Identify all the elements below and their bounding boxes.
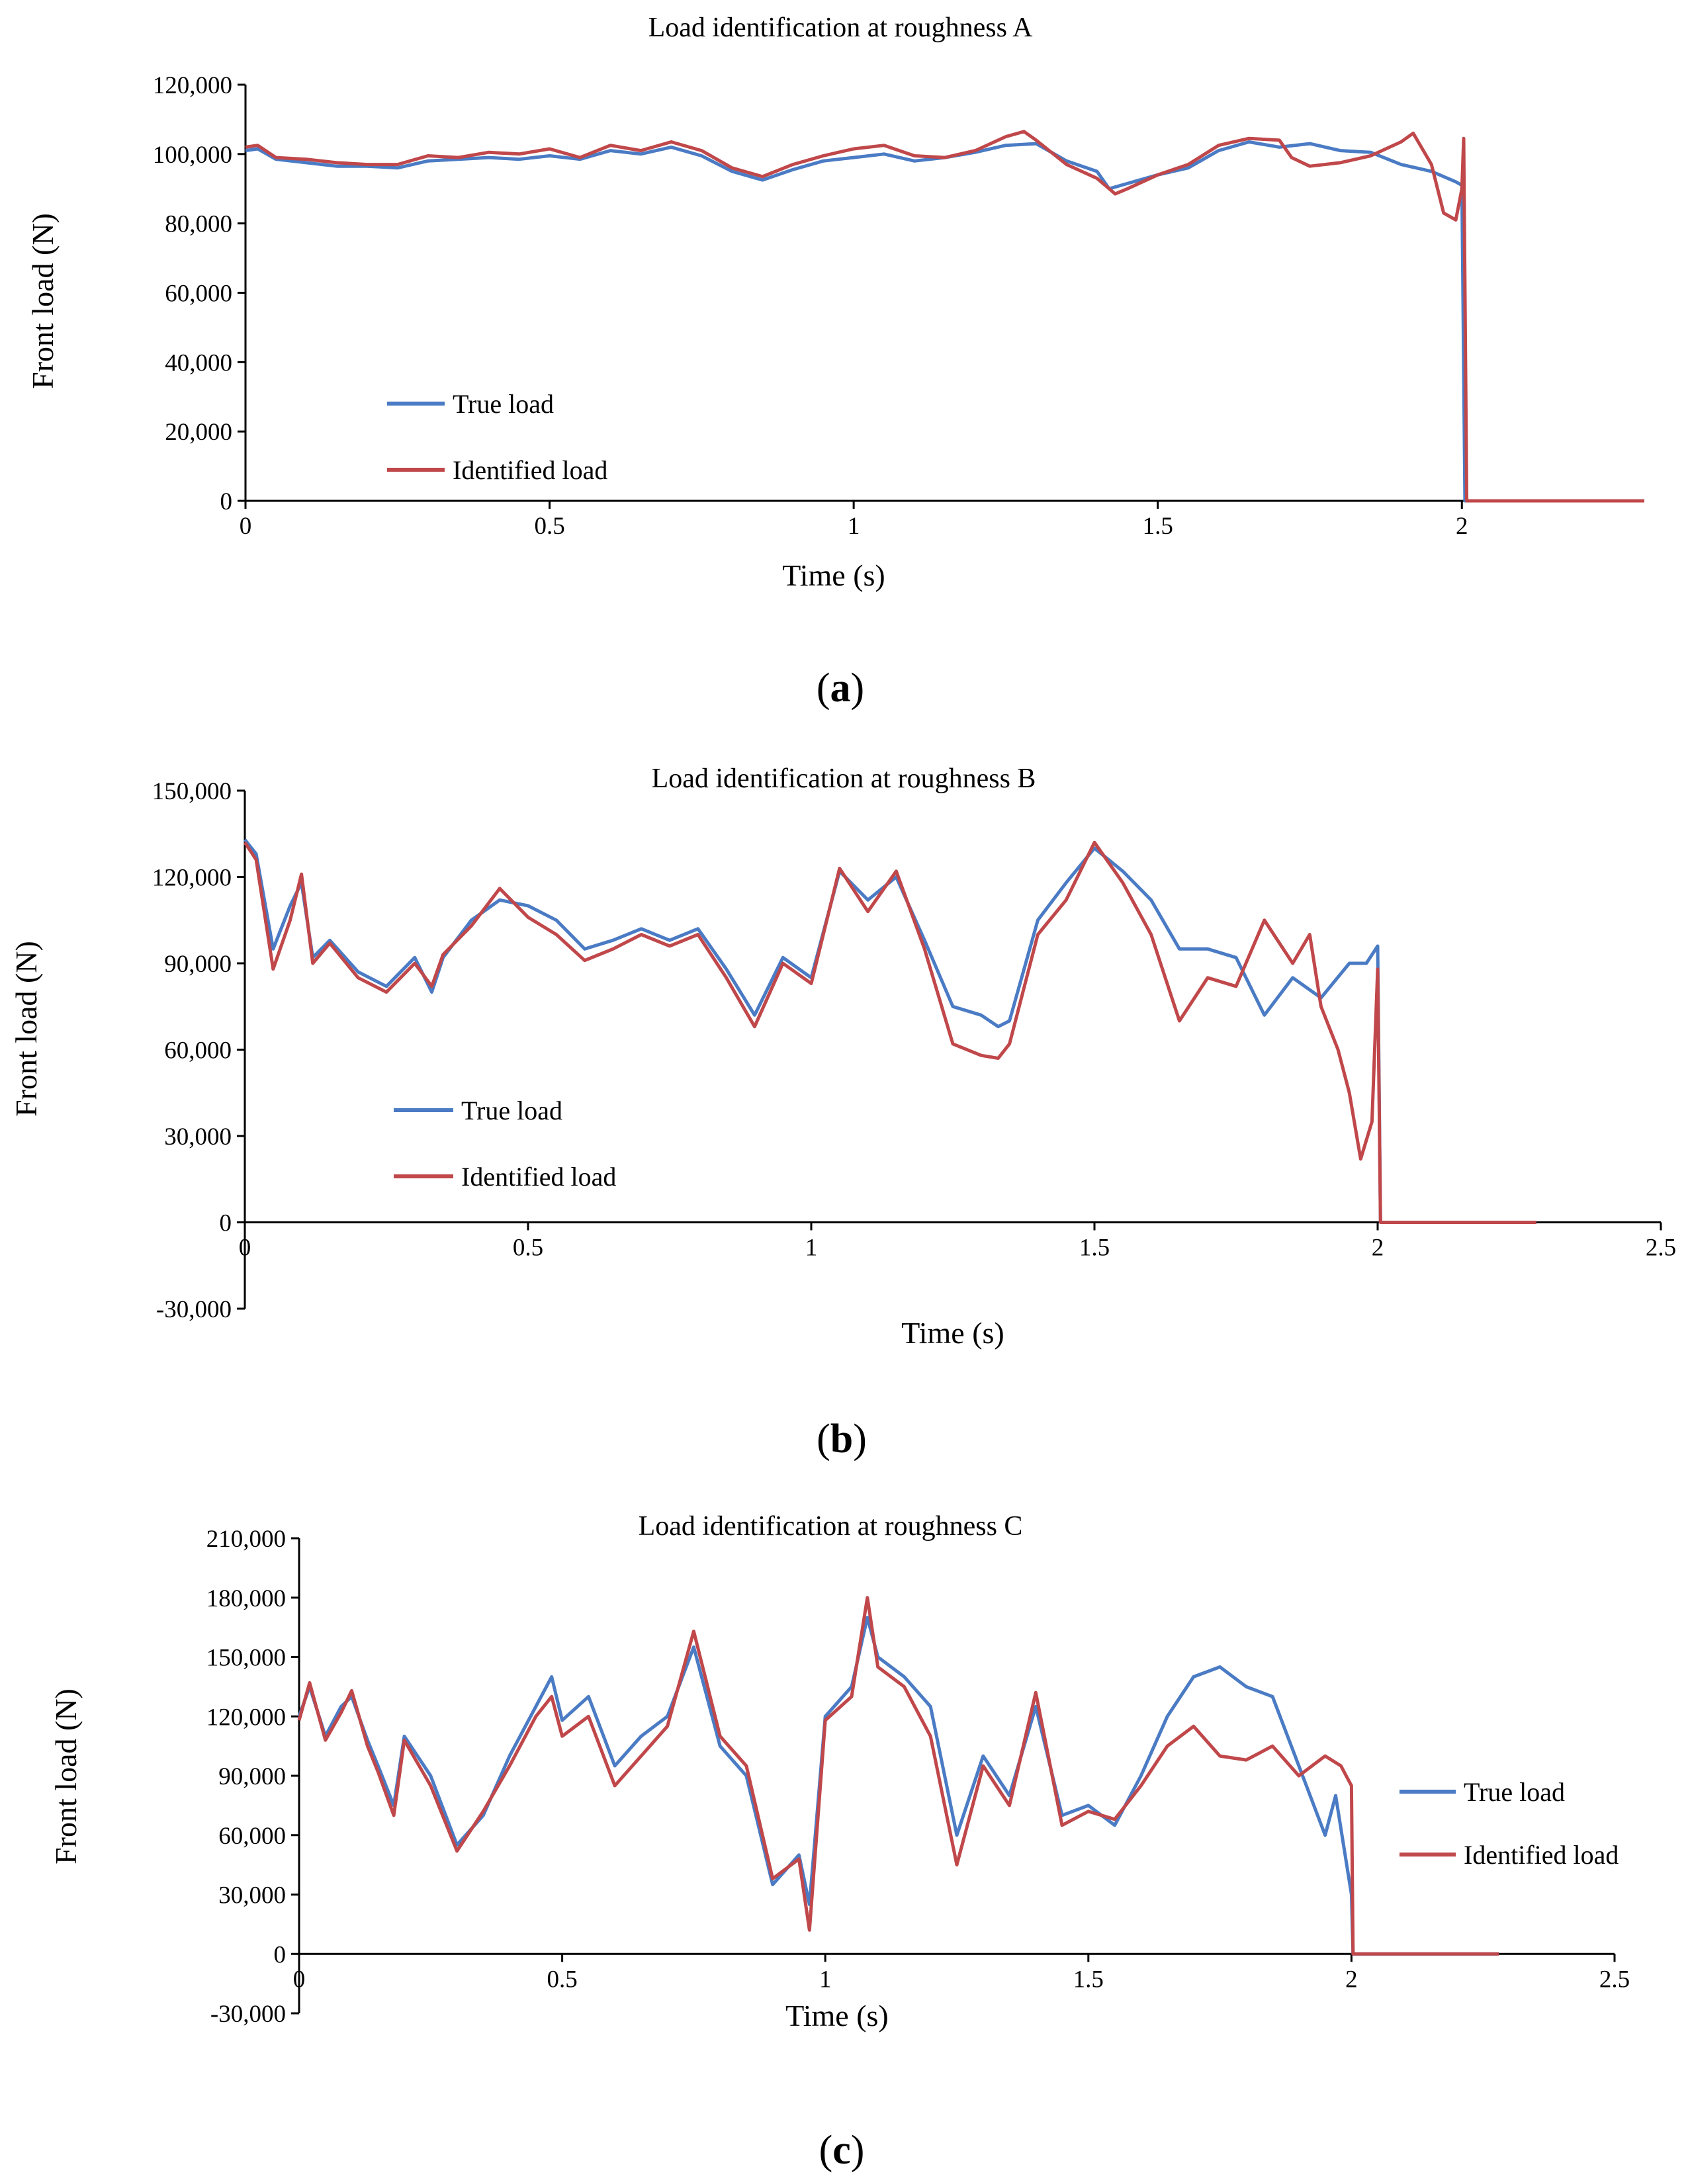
chart-title: Load identification at roughness C bbox=[639, 1511, 1023, 1542]
legend-label-true-load: True load bbox=[461, 1096, 562, 1125]
panel-letter: c bbox=[832, 2128, 851, 2173]
x-tick-label: 2 bbox=[1345, 1966, 1358, 1993]
x-tick-label: 1 bbox=[848, 513, 860, 540]
x-tick-label: 0.5 bbox=[547, 1966, 577, 1993]
panel-caption: (c) bbox=[819, 2128, 865, 2173]
x-tick-labels: 0 0.5 1 1.5 2 2.5 bbox=[293, 1966, 1630, 1993]
x-tick-label: 1 bbox=[805, 1235, 818, 1262]
legend-label-identified-load: Identified load bbox=[453, 455, 607, 485]
y-tick-label: 60,000 bbox=[164, 1037, 232, 1065]
legend: True load Identified load bbox=[387, 389, 607, 485]
y-tick-label: 0 bbox=[220, 1210, 232, 1237]
x-tick-label: 1.5 bbox=[1143, 513, 1173, 540]
y-tick-label: 40,000 bbox=[165, 349, 232, 376]
chart-title: Load identification at roughness B bbox=[652, 764, 1036, 794]
y-tick-label: 60,000 bbox=[165, 281, 232, 308]
panel-caption: (b) bbox=[817, 1417, 867, 1462]
y-tick-label: -30,000 bbox=[156, 1296, 232, 1323]
series-line-true-load bbox=[245, 140, 1644, 503]
x-tick-label: 0.5 bbox=[534, 513, 564, 540]
y-tick-label: 0 bbox=[220, 488, 233, 515]
y-tick-label: 20,000 bbox=[165, 419, 232, 446]
panel-a: Load identification at roughness A 0 20,… bbox=[26, 13, 1644, 711]
x-tick-label: 1 bbox=[819, 1966, 832, 1993]
legend-label-identified-load: Identified load bbox=[461, 1162, 616, 1192]
x-tick-label: 0 bbox=[293, 1966, 306, 1993]
axes bbox=[291, 1537, 1616, 2015]
x-tick-label: 0 bbox=[240, 513, 252, 540]
panel-b: Load identification at roughness B -30,0… bbox=[9, 764, 1676, 1462]
chart-title: Load identification at roughness A bbox=[648, 13, 1034, 43]
y-tick-label: 120,000 bbox=[206, 1704, 286, 1731]
x-tick-label: 2.5 bbox=[1646, 1235, 1676, 1262]
x-tick-label: 1.5 bbox=[1073, 1966, 1104, 1993]
x-tick-label: 2 bbox=[1372, 1235, 1384, 1262]
y-tick-label: 0 bbox=[274, 1941, 287, 1968]
y-tick-label: 60,000 bbox=[218, 1823, 286, 1850]
panel-caption: (a) bbox=[817, 666, 864, 711]
panel-c: Load identification at roughness C -30,0… bbox=[49, 1511, 1630, 2173]
y-tick-labels: -30,000 0 30,000 60,000 90,000 120,000 1… bbox=[152, 778, 232, 1323]
legend: True load Identified load bbox=[1399, 1777, 1619, 1870]
y-tick-label: 150,000 bbox=[206, 1645, 286, 1672]
series-line-identified-load bbox=[245, 130, 1644, 503]
x-tick-label: 2 bbox=[1456, 513, 1468, 540]
y-tick-labels: 0 20,000 40,000 60,000 80,000 100,000 12… bbox=[153, 72, 232, 515]
y-tick-label: 90,000 bbox=[164, 951, 232, 978]
x-tick-label: 0.5 bbox=[513, 1235, 543, 1262]
series-line-identified-load bbox=[243, 840, 1536, 1224]
axes bbox=[237, 789, 1662, 1310]
y-tick-label: 120,000 bbox=[152, 865, 232, 892]
panel-letter: a bbox=[830, 666, 851, 711]
x-tick-label: 0 bbox=[239, 1235, 251, 1262]
y-tick-label: 30,000 bbox=[164, 1123, 232, 1151]
series-line-true-load bbox=[244, 838, 1536, 1224]
x-axis-label: Time (s) bbox=[901, 1316, 1004, 1350]
axes bbox=[238, 83, 1644, 509]
legend: True load Identified load bbox=[394, 1096, 616, 1192]
panel-letter: b bbox=[830, 1417, 853, 1462]
y-tick-label: 150,000 bbox=[152, 778, 232, 805]
legend-label-identified-load: Identified load bbox=[1464, 1840, 1619, 1870]
x-tick-label: 2.5 bbox=[1599, 1966, 1630, 1993]
y-tick-label: 210,000 bbox=[206, 1526, 286, 1553]
y-tick-label: 120,000 bbox=[153, 72, 232, 99]
legend-label-true-load: True load bbox=[453, 389, 554, 419]
y-tick-labels: -30,000 0 30,000 60,000 90,000 120,000 1… bbox=[206, 1526, 286, 2028]
x-tick-labels: 0 0.5 1 1.5 2 2.5 bbox=[239, 1235, 1676, 1262]
y-tick-label: 180,000 bbox=[206, 1585, 286, 1612]
y-axis-label: Front load (N) bbox=[49, 1688, 83, 1864]
y-tick-label: -30,000 bbox=[210, 2001, 286, 2028]
series-line-true-load bbox=[297, 1616, 1499, 1956]
x-tick-label: 1.5 bbox=[1079, 1235, 1110, 1262]
y-tick-label: 30,000 bbox=[218, 1882, 286, 1909]
y-axis-label: Front load (N) bbox=[26, 213, 60, 389]
y-axis-label: Front load (N) bbox=[9, 941, 43, 1117]
x-axis-label: Time (s) bbox=[782, 558, 885, 592]
x-tick-labels: 0 0.5 1 1.5 2 bbox=[240, 513, 1468, 540]
y-tick-label: 100,000 bbox=[153, 142, 232, 169]
y-tick-label: 90,000 bbox=[218, 1763, 286, 1790]
series-line-identified-load bbox=[297, 1596, 1499, 1956]
legend-label-true-load: True load bbox=[1464, 1777, 1565, 1807]
x-axis-label: Time (s) bbox=[785, 1999, 889, 2032]
y-tick-label: 80,000 bbox=[165, 211, 232, 238]
